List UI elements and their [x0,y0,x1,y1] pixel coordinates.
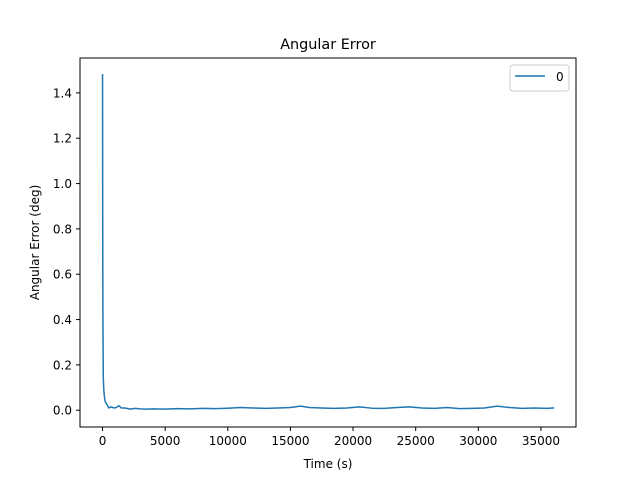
legend-frame [509,64,570,92]
series-layer [101,74,555,410]
axes-frame [79,57,577,428]
x-tick-label: 0 [99,434,107,448]
y-tick-label: 0.0 [53,404,72,418]
y-tick-label: 1.0 [53,177,72,191]
x-axis-label: Time (s) [303,457,353,471]
x-tick-label: 35000 [522,434,560,448]
x-tick-label: 15000 [271,434,309,448]
legend: 0 [509,64,570,92]
x-tick-label: 30000 [459,434,497,448]
y-axis-label: Angular Error (deg) [28,185,42,301]
y-tick-label: 0.2 [53,358,72,372]
y-tick-label: 0.6 [53,268,72,282]
x-tick-label: 20000 [334,434,372,448]
legend-label: 0 [556,70,564,84]
x-tick-label: 5000 [150,434,181,448]
y-axis-ticks: 0.0 0.2 0.4 0.6 0.8 1.0 1.2 1.4 [53,86,80,418]
y-tick-label: 1.2 [53,132,72,146]
series-line-0 [101,74,555,410]
x-tick-label: 25000 [397,434,435,448]
y-tick-label: 1.4 [53,86,72,100]
y-tick-label: 0.4 [53,313,72,327]
y-tick-label: 0.8 [53,222,72,236]
x-tick-label: 10000 [209,434,247,448]
chart-title: Angular Error [280,37,376,53]
plot-area [79,57,577,428]
x-axis-ticks: 0 5000 10000 15000 20000 25000 30000 35000 [99,427,560,448]
